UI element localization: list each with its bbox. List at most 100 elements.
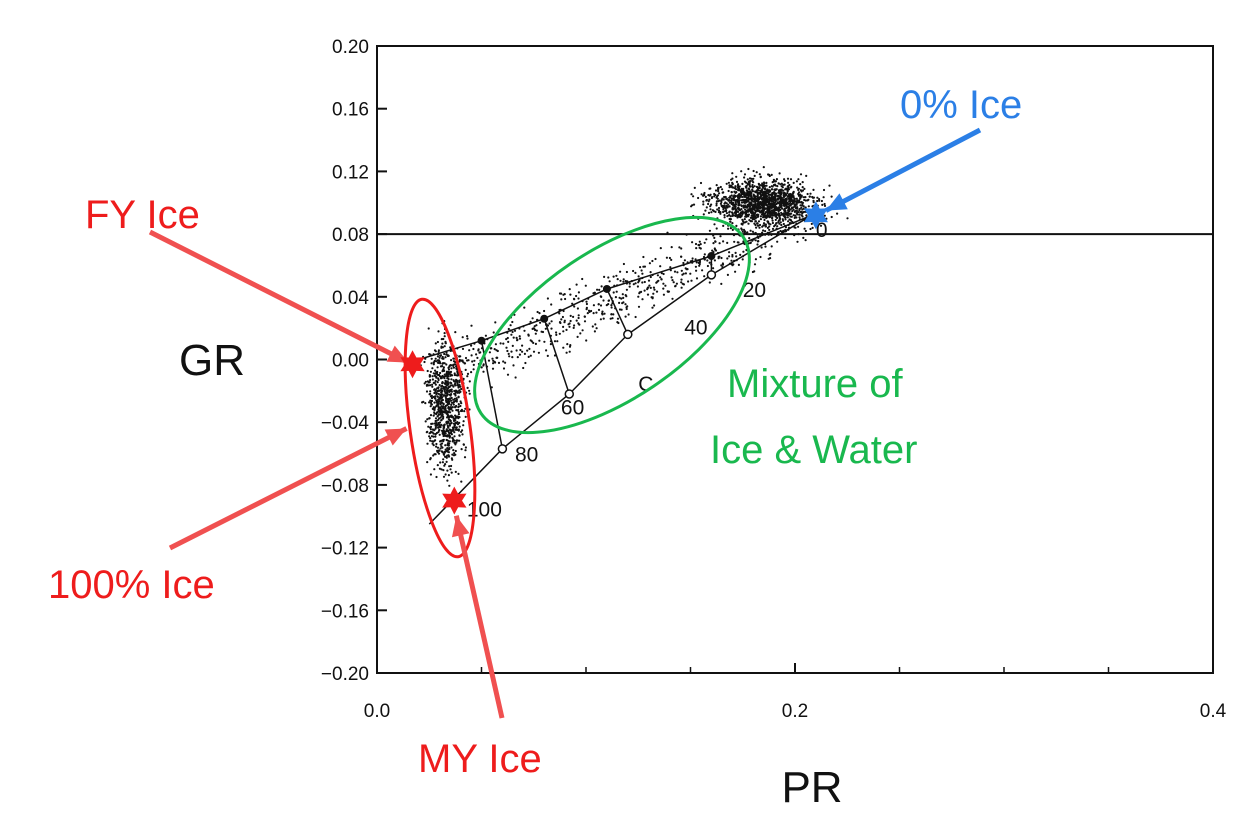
scatter-point — [434, 435, 437, 438]
scatter-point — [726, 206, 729, 209]
scatter-point — [576, 335, 579, 338]
scatter-point — [563, 293, 566, 296]
arrow-100-ice-head — [384, 428, 407, 446]
scatter-point — [452, 363, 455, 366]
scatter-point — [698, 244, 701, 247]
scatter-point — [423, 360, 426, 364]
scatter-point — [770, 198, 773, 202]
scatter-point — [713, 259, 717, 262]
scatter-point — [740, 228, 744, 231]
scatter-point — [440, 439, 443, 442]
scatter-point — [506, 349, 509, 353]
scatter-point — [450, 403, 453, 406]
scatter-point — [653, 288, 656, 291]
scatter-point — [468, 349, 471, 352]
scatter-point — [798, 216, 801, 219]
scatter-point — [560, 318, 563, 321]
scatter-point — [662, 293, 666, 296]
scatter-point — [763, 184, 767, 187]
scatter-point — [734, 212, 737, 215]
scatter-point — [435, 371, 438, 374]
scatter-point — [456, 421, 459, 424]
scatter-point — [438, 449, 441, 452]
scatter-point — [527, 355, 530, 358]
scatter-point — [568, 325, 571, 328]
scatter-point — [448, 415, 451, 418]
arrow-0-ice-head — [825, 193, 848, 211]
scatter-point — [762, 181, 766, 184]
scatter-point — [453, 424, 456, 428]
scatter-point — [451, 426, 454, 429]
scatter-point — [573, 298, 576, 301]
scatter-point — [795, 206, 799, 209]
scatter-point — [779, 190, 782, 193]
scatter-point — [731, 264, 734, 267]
scatter-point — [762, 229, 765, 232]
scatter-point — [765, 181, 768, 184]
scatter-point — [694, 265, 698, 268]
scatter-point — [537, 351, 541, 354]
scatter-point — [731, 212, 734, 215]
scatter-point — [762, 190, 765, 193]
scatter-point — [693, 186, 696, 189]
marker-star — [400, 350, 425, 379]
scatter-point — [738, 187, 741, 190]
scatter-point — [708, 281, 711, 284]
scatter-point — [442, 385, 445, 389]
scatter-point — [803, 227, 806, 230]
scatter-point — [435, 399, 438, 402]
scatter-point — [670, 258, 673, 261]
scatter-point — [538, 339, 541, 342]
scatter-point — [429, 384, 432, 387]
scatter-point — [651, 259, 654, 263]
scatter-point — [449, 384, 453, 387]
scatter-point — [452, 398, 455, 401]
scatter-point — [750, 211, 753, 214]
scatter-point — [637, 279, 641, 282]
scatter-point — [446, 454, 449, 457]
scatter-point — [647, 286, 650, 289]
scatter-point — [446, 373, 449, 376]
scatter-point — [762, 166, 765, 169]
scatter-point — [569, 314, 572, 317]
scatter-point — [715, 202, 718, 205]
scatter-point — [712, 242, 715, 245]
scatter-point — [691, 257, 694, 260]
scatter-point — [756, 194, 759, 197]
scatter-point — [749, 190, 752, 193]
scatter-point — [454, 331, 457, 334]
scatter-point — [765, 214, 768, 217]
scatter-point — [429, 437, 432, 440]
scatter-point — [822, 188, 826, 192]
scatter-point — [543, 340, 546, 343]
scatter-point — [720, 264, 723, 267]
scatter-point — [766, 226, 770, 229]
scatter-point — [760, 246, 763, 249]
scatter-point — [634, 315, 637, 319]
scatter-point — [447, 455, 451, 458]
scatter-point — [442, 440, 445, 443]
scatter-point — [429, 370, 432, 373]
scatter-point — [669, 266, 672, 269]
scatter-point — [714, 210, 717, 213]
scatter-point — [755, 171, 758, 174]
scatter-point — [743, 176, 746, 179]
scatter-point — [750, 194, 753, 197]
scatter-point — [758, 201, 762, 204]
scatter-point — [427, 327, 430, 330]
scatter-point — [449, 371, 452, 374]
scatter-point — [532, 341, 535, 344]
scatter-point — [578, 323, 581, 326]
scatter-point — [725, 182, 728, 185]
scatter-point — [625, 307, 628, 311]
scatter-point — [738, 185, 741, 188]
scatter-point — [757, 206, 760, 209]
scatter-point — [752, 177, 755, 180]
scatter-point — [686, 268, 689, 271]
scatter-point — [434, 383, 437, 386]
scatter-point — [707, 200, 710, 203]
scatter-point — [466, 375, 469, 378]
scatter-point — [624, 294, 627, 297]
scatter-point — [473, 359, 476, 362]
scatter-point — [438, 384, 441, 387]
